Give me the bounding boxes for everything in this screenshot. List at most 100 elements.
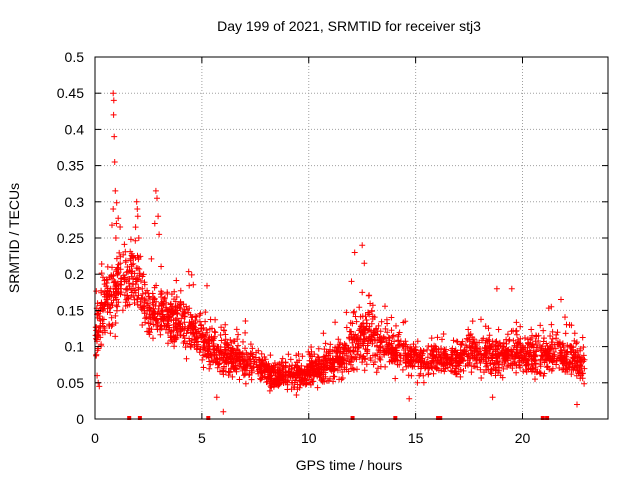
data-point: [320, 330, 327, 337]
data-point: [382, 363, 389, 370]
data-point: [145, 315, 152, 322]
data-point: [525, 339, 532, 346]
data-point: [240, 372, 247, 379]
data-point: [146, 325, 153, 332]
data-point: [227, 337, 234, 343]
data-point: [133, 278, 140, 285]
data-point: [113, 199, 120, 206]
data-point: [248, 360, 255, 367]
data-point: [402, 318, 409, 325]
data-point: [448, 356, 455, 363]
gap-marker: [438, 416, 443, 420]
data-point: [193, 313, 200, 320]
data-point: [106, 322, 113, 329]
data-point: [315, 345, 322, 352]
data-point: [540, 338, 547, 345]
data-point: [543, 354, 549, 361]
data-point: [377, 328, 384, 335]
data-point: [279, 362, 286, 369]
data-point: [548, 367, 555, 374]
data-point: [471, 339, 478, 346]
data-point: [158, 288, 165, 295]
data-point: [301, 368, 307, 375]
data-point: [271, 360, 278, 366]
data-point: [182, 310, 189, 317]
data-point: [482, 358, 489, 365]
data-point: [177, 287, 184, 294]
data-point: [360, 331, 367, 338]
data-point: [581, 365, 588, 372]
data-point: [275, 376, 282, 383]
data-point: [285, 377, 292, 384]
data-point: [134, 206, 141, 212]
data-point: [218, 337, 225, 344]
data-point: [236, 376, 243, 383]
data-point: [477, 360, 484, 366]
data-point: [508, 285, 515, 292]
data-point: [402, 338, 409, 345]
data-point: [350, 347, 357, 354]
data-point: [321, 363, 328, 370]
data-point: [457, 373, 464, 380]
data-point: [430, 359, 437, 366]
data-point: [359, 242, 366, 249]
data-point: [288, 369, 295, 376]
data-point: [308, 362, 315, 369]
data-point: [530, 356, 537, 362]
y-tick-label: 0.2: [65, 266, 85, 282]
data-point: [337, 361, 344, 368]
data-point: [240, 363, 246, 370]
data-point: [430, 370, 437, 377]
data-point: [514, 340, 521, 347]
data-point: [440, 331, 447, 337]
data-point: [558, 296, 564, 303]
data-point: [139, 285, 146, 292]
data-point: [500, 365, 507, 372]
data-point: [183, 355, 190, 362]
data-point: [116, 249, 123, 256]
data-point: [353, 356, 360, 363]
data-point: [388, 314, 395, 321]
data-point: [562, 330, 569, 337]
data-point: [336, 357, 343, 364]
data-point: [285, 371, 292, 378]
data-point: [469, 318, 476, 325]
data-point: [94, 314, 101, 321]
data-point: [207, 361, 214, 368]
x-tick-label: 0: [91, 430, 99, 446]
data-point: [350, 309, 357, 316]
data-point: [112, 320, 119, 326]
data-point: [141, 307, 148, 314]
data-point: [513, 319, 520, 326]
data-point: [539, 353, 546, 360]
data-point: [130, 285, 136, 292]
data-point: [370, 361, 377, 368]
data-point: [345, 345, 352, 352]
data-point: [330, 378, 337, 385]
data-point: [369, 316, 376, 322]
data-point: [394, 333, 401, 340]
data-point: [107, 330, 114, 337]
data-point: [268, 384, 275, 391]
data-point: [184, 306, 190, 313]
data-point: [414, 338, 421, 345]
data-point: [100, 316, 107, 323]
data-point: [182, 344, 189, 351]
data-point: [377, 339, 384, 346]
data-point: [546, 366, 553, 373]
data-point: [265, 375, 272, 382]
data-point: [184, 327, 191, 334]
data-point: [202, 309, 209, 316]
data-point: [548, 303, 555, 310]
data-point: [154, 311, 161, 318]
gap-marker: [436, 416, 441, 420]
data-point: [461, 346, 468, 353]
data-point: [464, 357, 471, 364]
data-point: [203, 327, 210, 333]
data-point: [356, 304, 363, 311]
data-point: [190, 281, 197, 288]
data-point: [225, 372, 232, 379]
data-point: [516, 362, 523, 369]
data-point: [581, 380, 588, 387]
data-point: [134, 296, 140, 303]
